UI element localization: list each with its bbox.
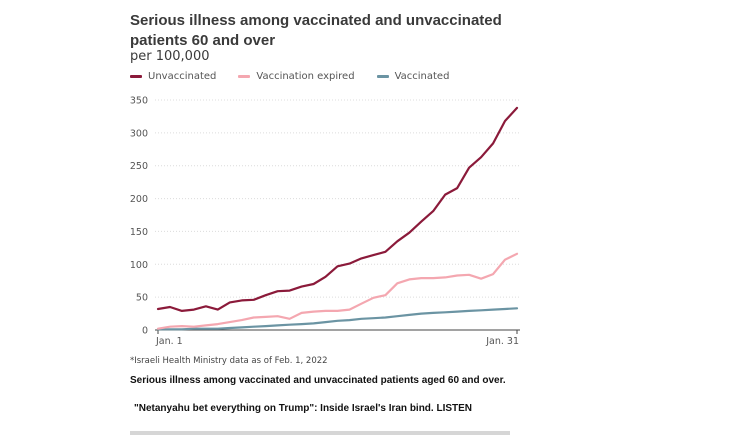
y-tick-label-200: 200: [130, 194, 148, 205]
x-axis: Jan. 1 Jan. 31: [155, 329, 520, 347]
legend-label-vaccination-expired: Vaccination expired: [256, 71, 355, 82]
x-tick-label-end: Jan. 31: [485, 336, 519, 347]
figure-caption: Serious illness among vaccinated and unv…: [130, 375, 506, 386]
legend-item-unvaccinated: Unvaccinated: [130, 71, 216, 82]
legend-label-unvaccinated: Unvaccinated: [148, 71, 217, 82]
series-line-unvaccinated: [156, 106, 519, 312]
y-tick-label-150: 150: [130, 227, 148, 238]
chart-grid: [155, 99, 520, 298]
related-article-link[interactable]: "Netanyahu bet everything on Trump": Ins…: [134, 403, 473, 414]
legend-swatch-unvaccinated: [130, 75, 142, 78]
chart-series: [156, 106, 519, 331]
x-tick-label-start: Jan. 1: [155, 336, 183, 347]
legend-item-vaccinated: Vaccinated: [376, 71, 450, 82]
y-tick-label-250: 250: [130, 161, 148, 172]
series-line-vaccinated: [156, 307, 519, 331]
y-tick-label-300: 300: [130, 128, 148, 139]
series-line-vaccination-expired: [156, 252, 519, 330]
chart-title: Serious illness among vaccinated and unv…: [130, 12, 502, 49]
chart-legend: Unvaccinated Vaccination expired Vaccina…: [130, 71, 449, 82]
legend-item-vaccination-expired: Vaccination expired: [238, 71, 355, 82]
legend-swatch-vaccinated: [376, 75, 389, 78]
cut-off-text-line: [130, 428, 510, 438]
y-tick-label-100: 100: [130, 260, 148, 271]
y-tick-label-0: 0: [142, 326, 148, 337]
line-chart: 0 50 100 150 200 250 300 350 Jan. 1 Jan. 31: [130, 96, 520, 347]
legend-swatch-vaccination-expired: [238, 75, 251, 78]
chart-subtitle: per 100,000: [130, 49, 210, 64]
y-tick-label-50: 50: [136, 293, 148, 304]
legend-label-vaccinated: Vaccinated: [394, 71, 450, 82]
y-tick-label-350: 350: [130, 96, 148, 107]
cut-off-text-fragment: [130, 431, 510, 435]
source-note: *Israeli Health Ministry data as of Feb.…: [130, 356, 328, 366]
y-axis-ticks: 0 50 100 150 200 250 300 350: [130, 96, 148, 337]
